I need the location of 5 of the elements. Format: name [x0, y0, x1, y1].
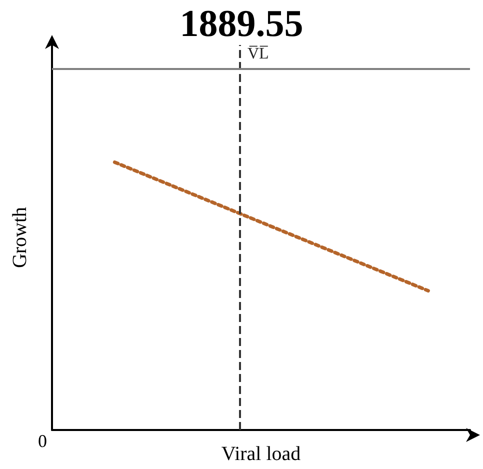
text: V̅L̅: [247, 44, 269, 62]
x-axis-title: Viral load: [221, 443, 301, 465]
y-axis-title: Growth: [9, 206, 31, 268]
chart-title: 1889.55: [180, 3, 304, 45]
text: 0: [38, 431, 47, 451]
